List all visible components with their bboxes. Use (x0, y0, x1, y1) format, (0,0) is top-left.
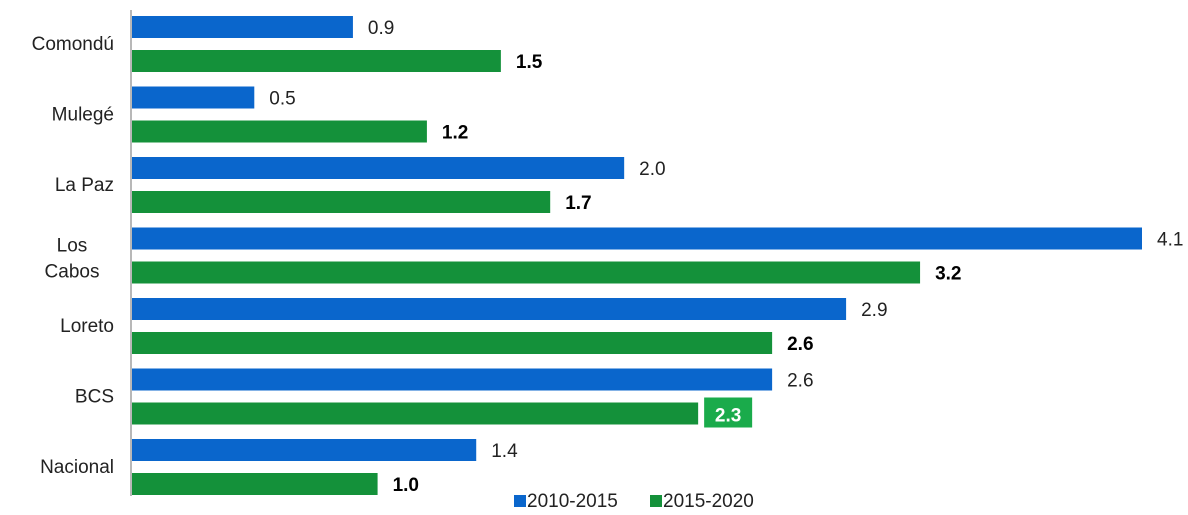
bar-los-cabos-2015-2020 (132, 261, 921, 284)
bar-mulege-2015-2020 (132, 120, 427, 143)
bar-loreto-2015-2020 (132, 332, 773, 354)
category-label-los-cabos: Los Cabos (45, 236, 100, 283)
value-label-la-paz-2015-2020: 1.7 (565, 193, 591, 214)
value-label-bcs-2010-2015: 2.6 (787, 371, 813, 392)
highlight-box (704, 397, 753, 428)
legend-label-2010-2015: 2010-2015 (527, 491, 618, 512)
value-label-la-paz-2010-2015: 2.0 (639, 159, 665, 180)
value-label-nacional-2015-2020: 1.0 (393, 475, 419, 496)
value-label-comondu-2010-2015: 0.9 (368, 18, 394, 39)
category-label-loreto: Loreto (60, 316, 114, 337)
bar-mulege-2010-2015 (132, 86, 255, 109)
legend-swatch-2010-2015 (514, 495, 526, 507)
category-label-comondu: Comondú (32, 34, 114, 55)
bar-comondu-2010-2015 (132, 16, 353, 38)
value-label-nacional-2010-2015: 1.4 (491, 441, 518, 462)
category-label-line: Cabos (45, 262, 100, 283)
bar-la-paz-2010-2015 (132, 157, 625, 179)
value-label-loreto-2015-2020: 2.6 (787, 334, 813, 355)
bar-loreto-2010-2015 (132, 298, 847, 320)
category-label-la-paz: La Paz (55, 175, 114, 196)
legend-label-2015-2020: 2015-2020 (663, 491, 754, 512)
legend: 2010-2015 2015-2020 (514, 491, 754, 512)
value-label-mulege-2010-2015: 0.5 (269, 89, 295, 110)
category-label-line: Los (57, 236, 88, 257)
value-label-los-cabos-2015-2020: 3.2 (935, 264, 961, 285)
bar-bcs-2015-2020 (132, 402, 699, 425)
value-label-mulege-2015-2020: 1.2 (442, 123, 468, 144)
bars-group (132, 16, 1142, 495)
labels-group: Comondú 0.9 1.5 Mulegé 0.5 1.2 La Paz 2.0 1.7 Los… (32, 18, 1184, 496)
category-label-bcs: BCS (75, 387, 114, 408)
value-label-bcs-2015-2020: 2.3 (715, 406, 741, 427)
bar-nacional-2015-2020 (132, 473, 378, 495)
category-label-nacional: Nacional (40, 457, 114, 478)
category-label-mulege: Mulegé (52, 105, 114, 126)
value-label-comondu-2015-2020: 1.5 (516, 52, 543, 73)
legend-swatch-2015-2020 (650, 495, 662, 507)
bar-nacional-2010-2015 (132, 439, 477, 461)
value-label-los-cabos-2010-2015: 4.1 (1157, 230, 1183, 251)
bar-los-cabos-2010-2015 (132, 227, 1142, 250)
bar-la-paz-2015-2020 (132, 191, 551, 213)
bar-bcs-2010-2015 (132, 368, 773, 391)
bar-comondu-2015-2020 (132, 50, 501, 72)
value-label-loreto-2010-2015: 2.9 (861, 300, 887, 321)
